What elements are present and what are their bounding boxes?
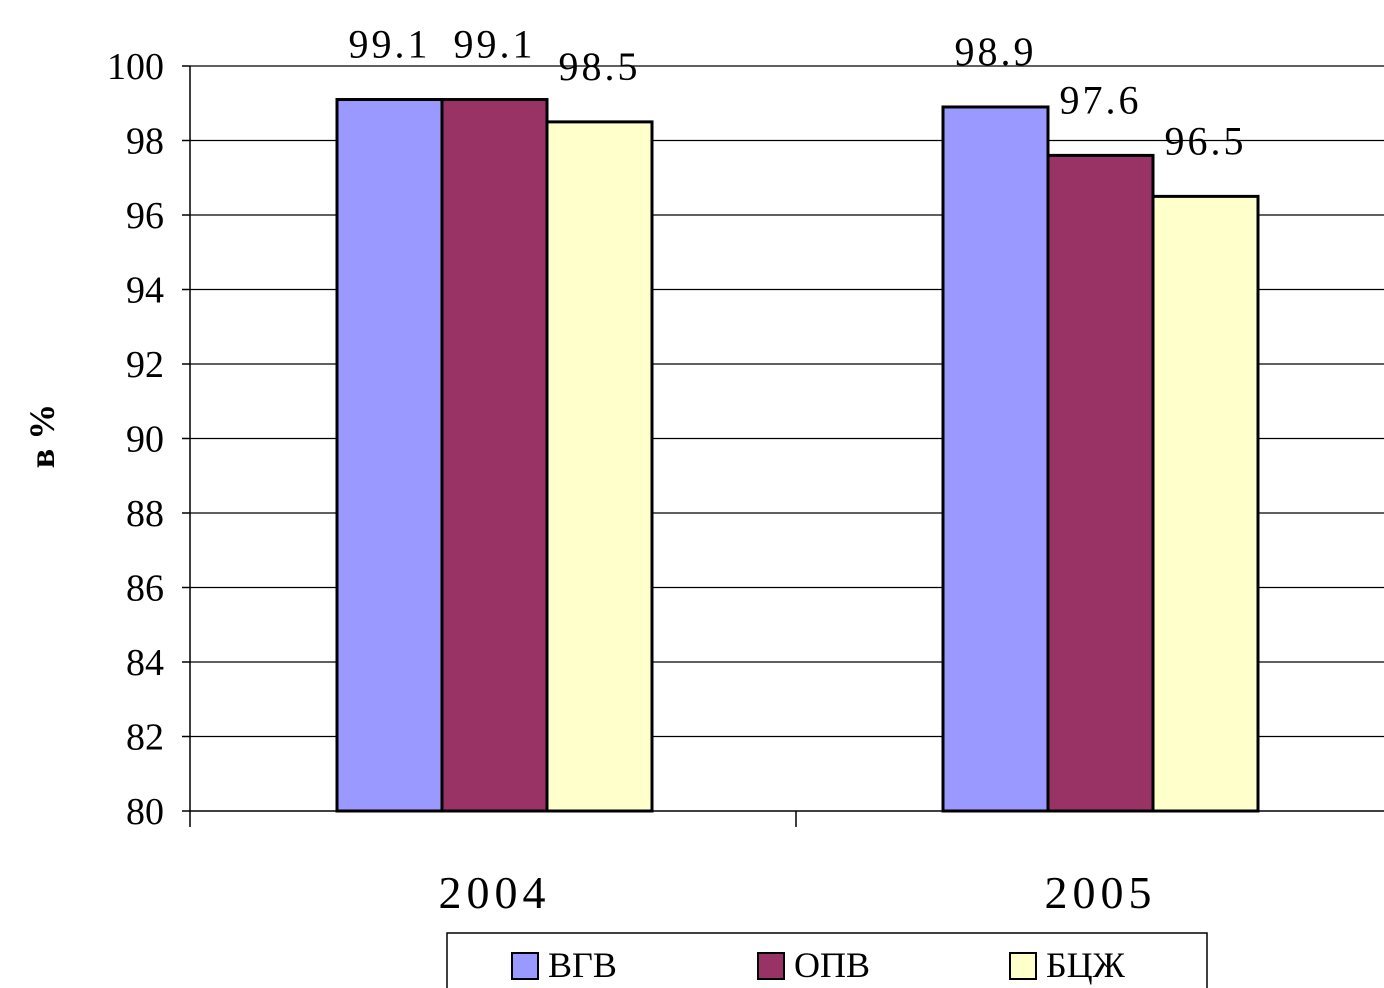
legend-swatch	[1009, 952, 1037, 980]
data-labels: 99.1 99.1 98.5 98.9 97.6 96.5	[349, 22, 1247, 164]
y-tick-label: 82	[126, 717, 164, 759]
y-tick-label: 92	[126, 344, 164, 386]
bar-1-2005	[941, 105, 1050, 813]
y-tick-label: 88	[126, 493, 164, 535]
bar-2-2005	[1046, 153, 1155, 813]
data-label: 99.1	[349, 22, 431, 67]
y-tick-labels: 80 82 84 86 88 90 92 94 96 98 100	[107, 46, 164, 833]
legend-swatch	[511, 952, 539, 980]
legend: ВГВ ОПВ БЦЖ	[446, 932, 1208, 988]
axes	[182, 65, 1384, 827]
bars	[335, 98, 1260, 813]
y-tick-label: 84	[126, 642, 164, 684]
legend-entry-label: ОПВ	[794, 945, 870, 985]
y-tick-label: 94	[126, 270, 164, 312]
legend-entry-label: БЦЖ	[1046, 945, 1126, 985]
data-label: 98.5	[559, 44, 641, 89]
data-label: 99.1	[454, 22, 536, 67]
data-label: 98.9	[955, 29, 1037, 74]
y-tick-label: 90	[126, 419, 164, 461]
bar-1-2004	[335, 98, 444, 813]
data-label: 96.5	[1165, 118, 1247, 163]
y-axis-title: в %	[22, 404, 62, 468]
y-tick-label: 98	[126, 121, 164, 163]
data-label: 97.6	[1060, 77, 1142, 122]
y-tick-label: 100	[107, 46, 164, 88]
bar-2-2004	[440, 98, 549, 813]
x-category-label: 2005	[1045, 867, 1157, 918]
category-labels: 2004 2005	[439, 867, 1157, 918]
bar-3-2004	[545, 120, 654, 813]
legend-entry-label: ВГВ	[548, 945, 617, 985]
y-tick-label: 96	[126, 195, 164, 237]
y-tick-label: 80	[126, 791, 164, 833]
legend-swatch	[757, 952, 785, 980]
legend-box	[446, 932, 1208, 988]
x-category-label: 2004	[439, 867, 551, 918]
bar-3-2005	[1151, 194, 1260, 813]
y-tick-label: 86	[126, 568, 164, 610]
